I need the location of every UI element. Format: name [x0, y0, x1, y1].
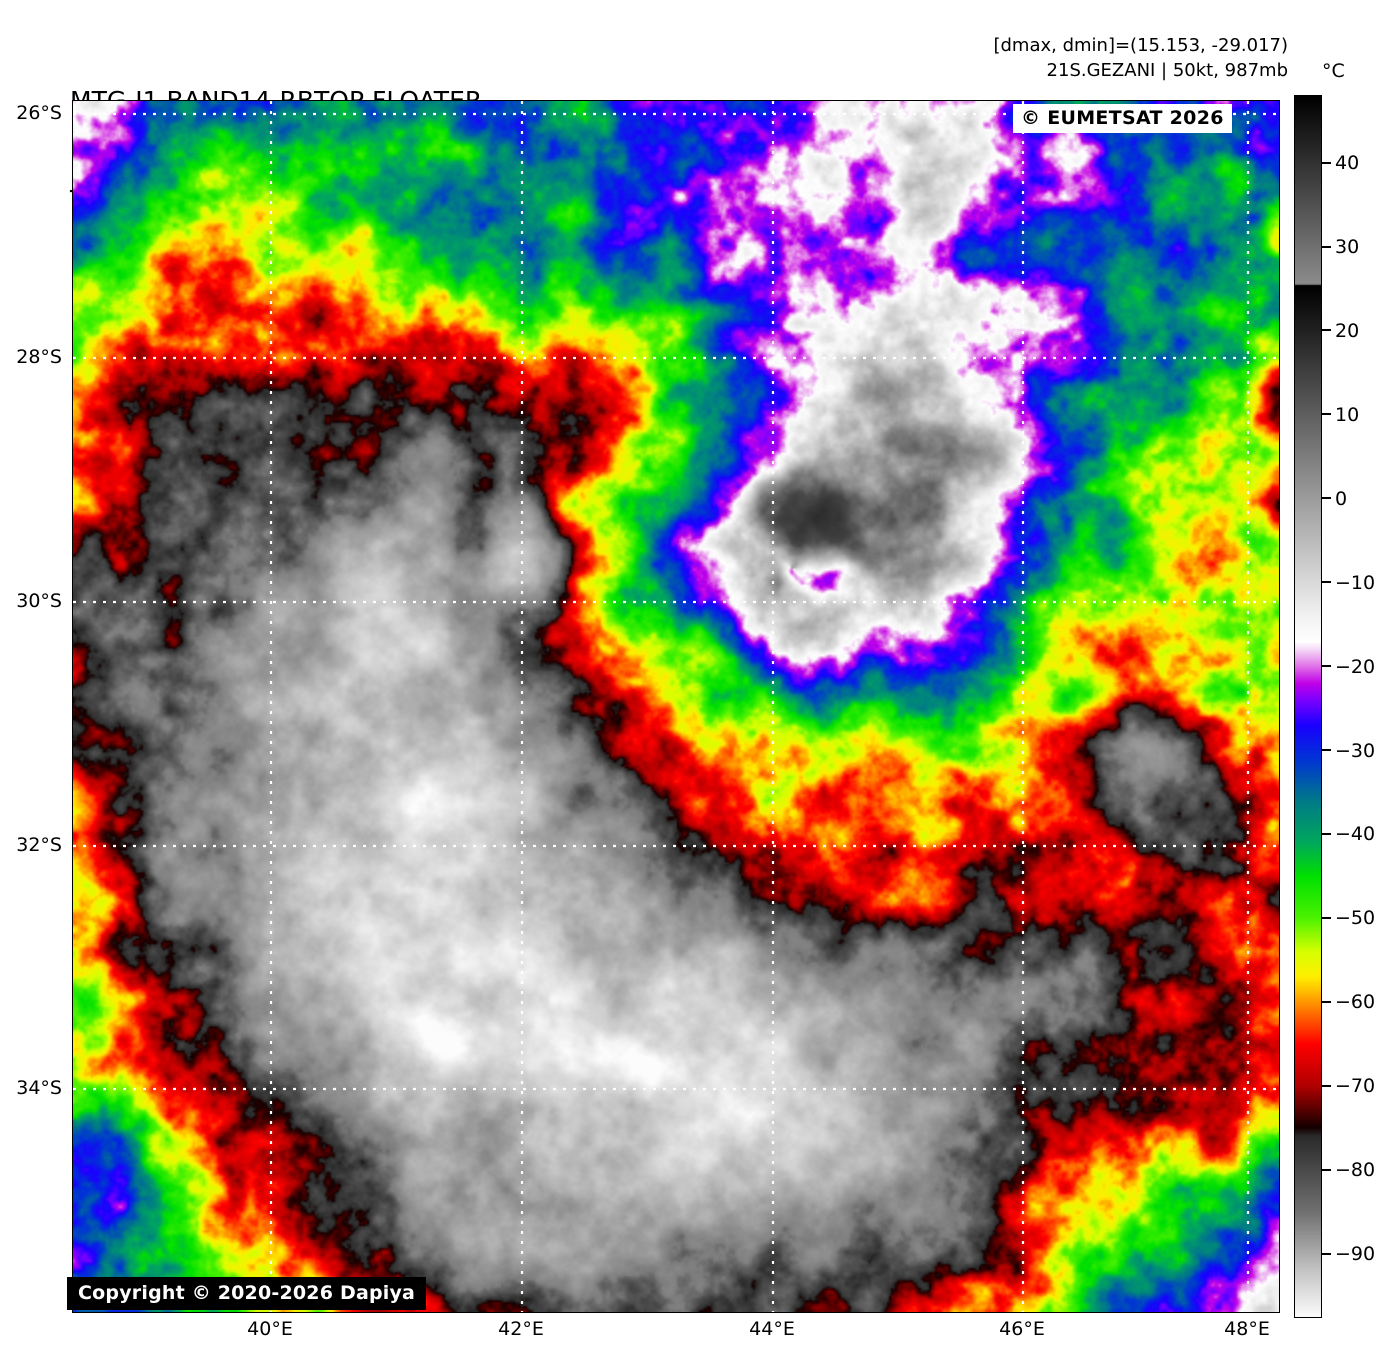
colorbar-tick-7: −30: [1322, 740, 1375, 762]
colorbar-gradient: [1295, 96, 1321, 1317]
colorbar-tick-label: 20: [1335, 319, 1360, 342]
tick-mark-icon: [1322, 1168, 1331, 1171]
tick-mark-icon: [1322, 581, 1331, 584]
colorbar-tick-10: −60: [1322, 991, 1375, 1013]
satellite-image-panel[interactable]: [72, 100, 1280, 1313]
colorbar-tick-0: 40: [1322, 152, 1359, 174]
colorbar-tick-label: −50: [1335, 907, 1376, 930]
tick-mark-icon: [1322, 1084, 1331, 1087]
colorbar-tick-5: −10: [1322, 572, 1375, 594]
colorbar-tick-label: 0: [1335, 487, 1348, 510]
copyright-watermark: Copyright © 2020-2026 Dapiya: [67, 1277, 427, 1310]
colorbar-tick-label: −10: [1335, 571, 1376, 594]
colorbar-tick-label: −30: [1335, 739, 1376, 762]
colorbar-units-label: °C: [1322, 60, 1345, 82]
colorbar-tick-label: −20: [1335, 655, 1376, 678]
colorbar-tick-label: −40: [1335, 823, 1376, 846]
colorbar-tick-4: 0: [1322, 488, 1347, 510]
storm-info-label: 21S.GEZANI | 50kt, 987mb: [1046, 60, 1288, 81]
colorbar-tick-1: 30: [1322, 236, 1359, 258]
colorbar-tick-label: 10: [1335, 403, 1360, 426]
tick-mark-icon: [1322, 497, 1331, 500]
colorbar-tick-label: −90: [1335, 1243, 1376, 1266]
lat-tick-label-0: 26°S: [16, 102, 62, 124]
temperature-colorbar[interactable]: [1294, 95, 1322, 1318]
lon-tick-label-0: 40°E: [247, 1318, 293, 1340]
tick-mark-icon: [1322, 1000, 1331, 1003]
tick-mark-icon: [1322, 161, 1331, 164]
tick-mark-icon: [1322, 832, 1331, 835]
tick-mark-icon: [1322, 916, 1331, 919]
dminmax-label: [dmax, dmin]=(15.153, -29.017): [993, 35, 1288, 56]
satellite-imagery: [73, 101, 1279, 1312]
lon-tick-label-1: 42°E: [498, 1318, 544, 1340]
colorbar-tick-8: −40: [1322, 823, 1375, 845]
tick-mark-icon: [1322, 329, 1331, 332]
colorbar-tick-label: 30: [1335, 236, 1360, 259]
colorbar-tick-6: −20: [1322, 656, 1375, 678]
tick-mark-icon: [1322, 245, 1331, 248]
tick-mark-icon: [1322, 665, 1331, 668]
colorbar-tick-label: 40: [1335, 152, 1360, 175]
colorbar-tick-11: −70: [1322, 1075, 1375, 1097]
colorbar-tick-2: 20: [1322, 320, 1359, 342]
lon-tick-label-3: 46°E: [999, 1318, 1045, 1340]
eumetsat-watermark: © EUMETSAT 2026: [1013, 104, 1232, 133]
tick-mark-icon: [1322, 1252, 1331, 1255]
lon-tick-label-2: 44°E: [749, 1318, 795, 1340]
colorbar-tick-12: −80: [1322, 1159, 1375, 1181]
colorbar-tick-label: −60: [1335, 991, 1376, 1014]
colorbar-tick-label: −80: [1335, 1159, 1376, 1182]
colorbar-tick-9: −50: [1322, 907, 1375, 929]
colorbar-tick-3: 10: [1322, 404, 1359, 426]
colorbar-tick-13: −90: [1322, 1243, 1375, 1265]
lon-tick-label-4: 48°E: [1224, 1318, 1270, 1340]
lat-tick-label-3: 32°S: [16, 834, 62, 856]
colorbar-tick-label: −70: [1335, 1075, 1376, 1098]
tick-mark-icon: [1322, 413, 1331, 416]
lat-tick-label-2: 30°S: [16, 590, 62, 612]
lat-tick-label-1: 28°S: [16, 346, 62, 368]
lat-tick-label-4: 34°S: [16, 1077, 62, 1099]
header-meta-block: [dmax, dmin]=(15.153, -29.017) 21S.GEZAN…: [993, 33, 1288, 83]
tick-mark-icon: [1322, 749, 1331, 752]
